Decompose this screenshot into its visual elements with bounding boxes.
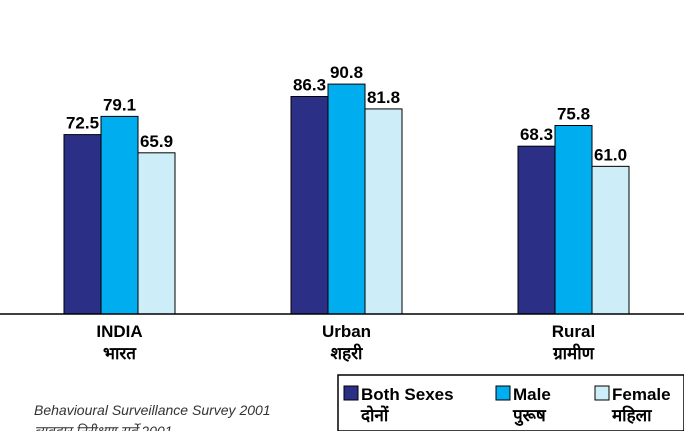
bar-india-female [137, 152, 176, 315]
legend-label-both-sexes: Both Sexes [361, 385, 454, 404]
bar-india-both-sexes [63, 134, 102, 315]
category-labels: INDIA भारत Urban शहरी Rural ग्रामीण [96, 322, 595, 363]
bar-india-male [100, 115, 139, 315]
legend-swatch-both-sexes [343, 385, 359, 401]
legend-swatch-female [594, 385, 610, 401]
bar-rural-male [554, 124, 593, 315]
value-label-india-male: 79.1 [103, 95, 136, 114]
bar-urban-male [327, 83, 366, 315]
bar-urban-female [364, 108, 403, 315]
bar-rural-female [591, 165, 630, 315]
category-label-hindi-india: भारत [103, 344, 137, 363]
value-label-india-both-sexes: 72.5 [66, 114, 99, 133]
legend-box [337, 374, 684, 431]
value-label-rural-both-sexes: 68.3 [520, 125, 553, 144]
source-english: Behavioural Surveillance Survey 2001 [34, 402, 271, 418]
legend-label-hindi-female: महिला [611, 405, 652, 425]
category-label-rural: Rural [552, 322, 595, 341]
category-label-india: INDIA [96, 322, 142, 341]
bar-rural-both-sexes [517, 145, 556, 315]
source-hindi: व्यवहार निरीक्षण सर्वे 2001 [34, 423, 172, 431]
value-label-urban-both-sexes: 86.3 [293, 76, 326, 95]
bars-layer: 72.579.165.9 86.390.881.8 68.375.8 61.0 [63, 63, 630, 315]
value-label-rural-female: 61.0 [594, 145, 627, 164]
legend-swatch-male [495, 385, 511, 401]
category-label-urban: Urban [322, 322, 371, 341]
value-label-urban-female: 81.8 [367, 88, 400, 107]
category-label-hindi-urban: शहरी [331, 343, 364, 363]
legend-label-female: Female [612, 385, 671, 404]
value-label-india-female: 65.9 [140, 132, 173, 151]
value-label-rural-male: 75.8 [557, 104, 590, 123]
bar-urban-both-sexes [290, 96, 329, 315]
legend-label-male: Male [513, 385, 551, 404]
value-label-urban-male: 90.8 [330, 63, 363, 82]
legend-label-hindi-male: पुरूष [512, 406, 547, 426]
category-label-hindi-rural: ग्रामीण [552, 343, 595, 363]
legend-label-hindi-both-sexes: दोनों [360, 405, 389, 425]
